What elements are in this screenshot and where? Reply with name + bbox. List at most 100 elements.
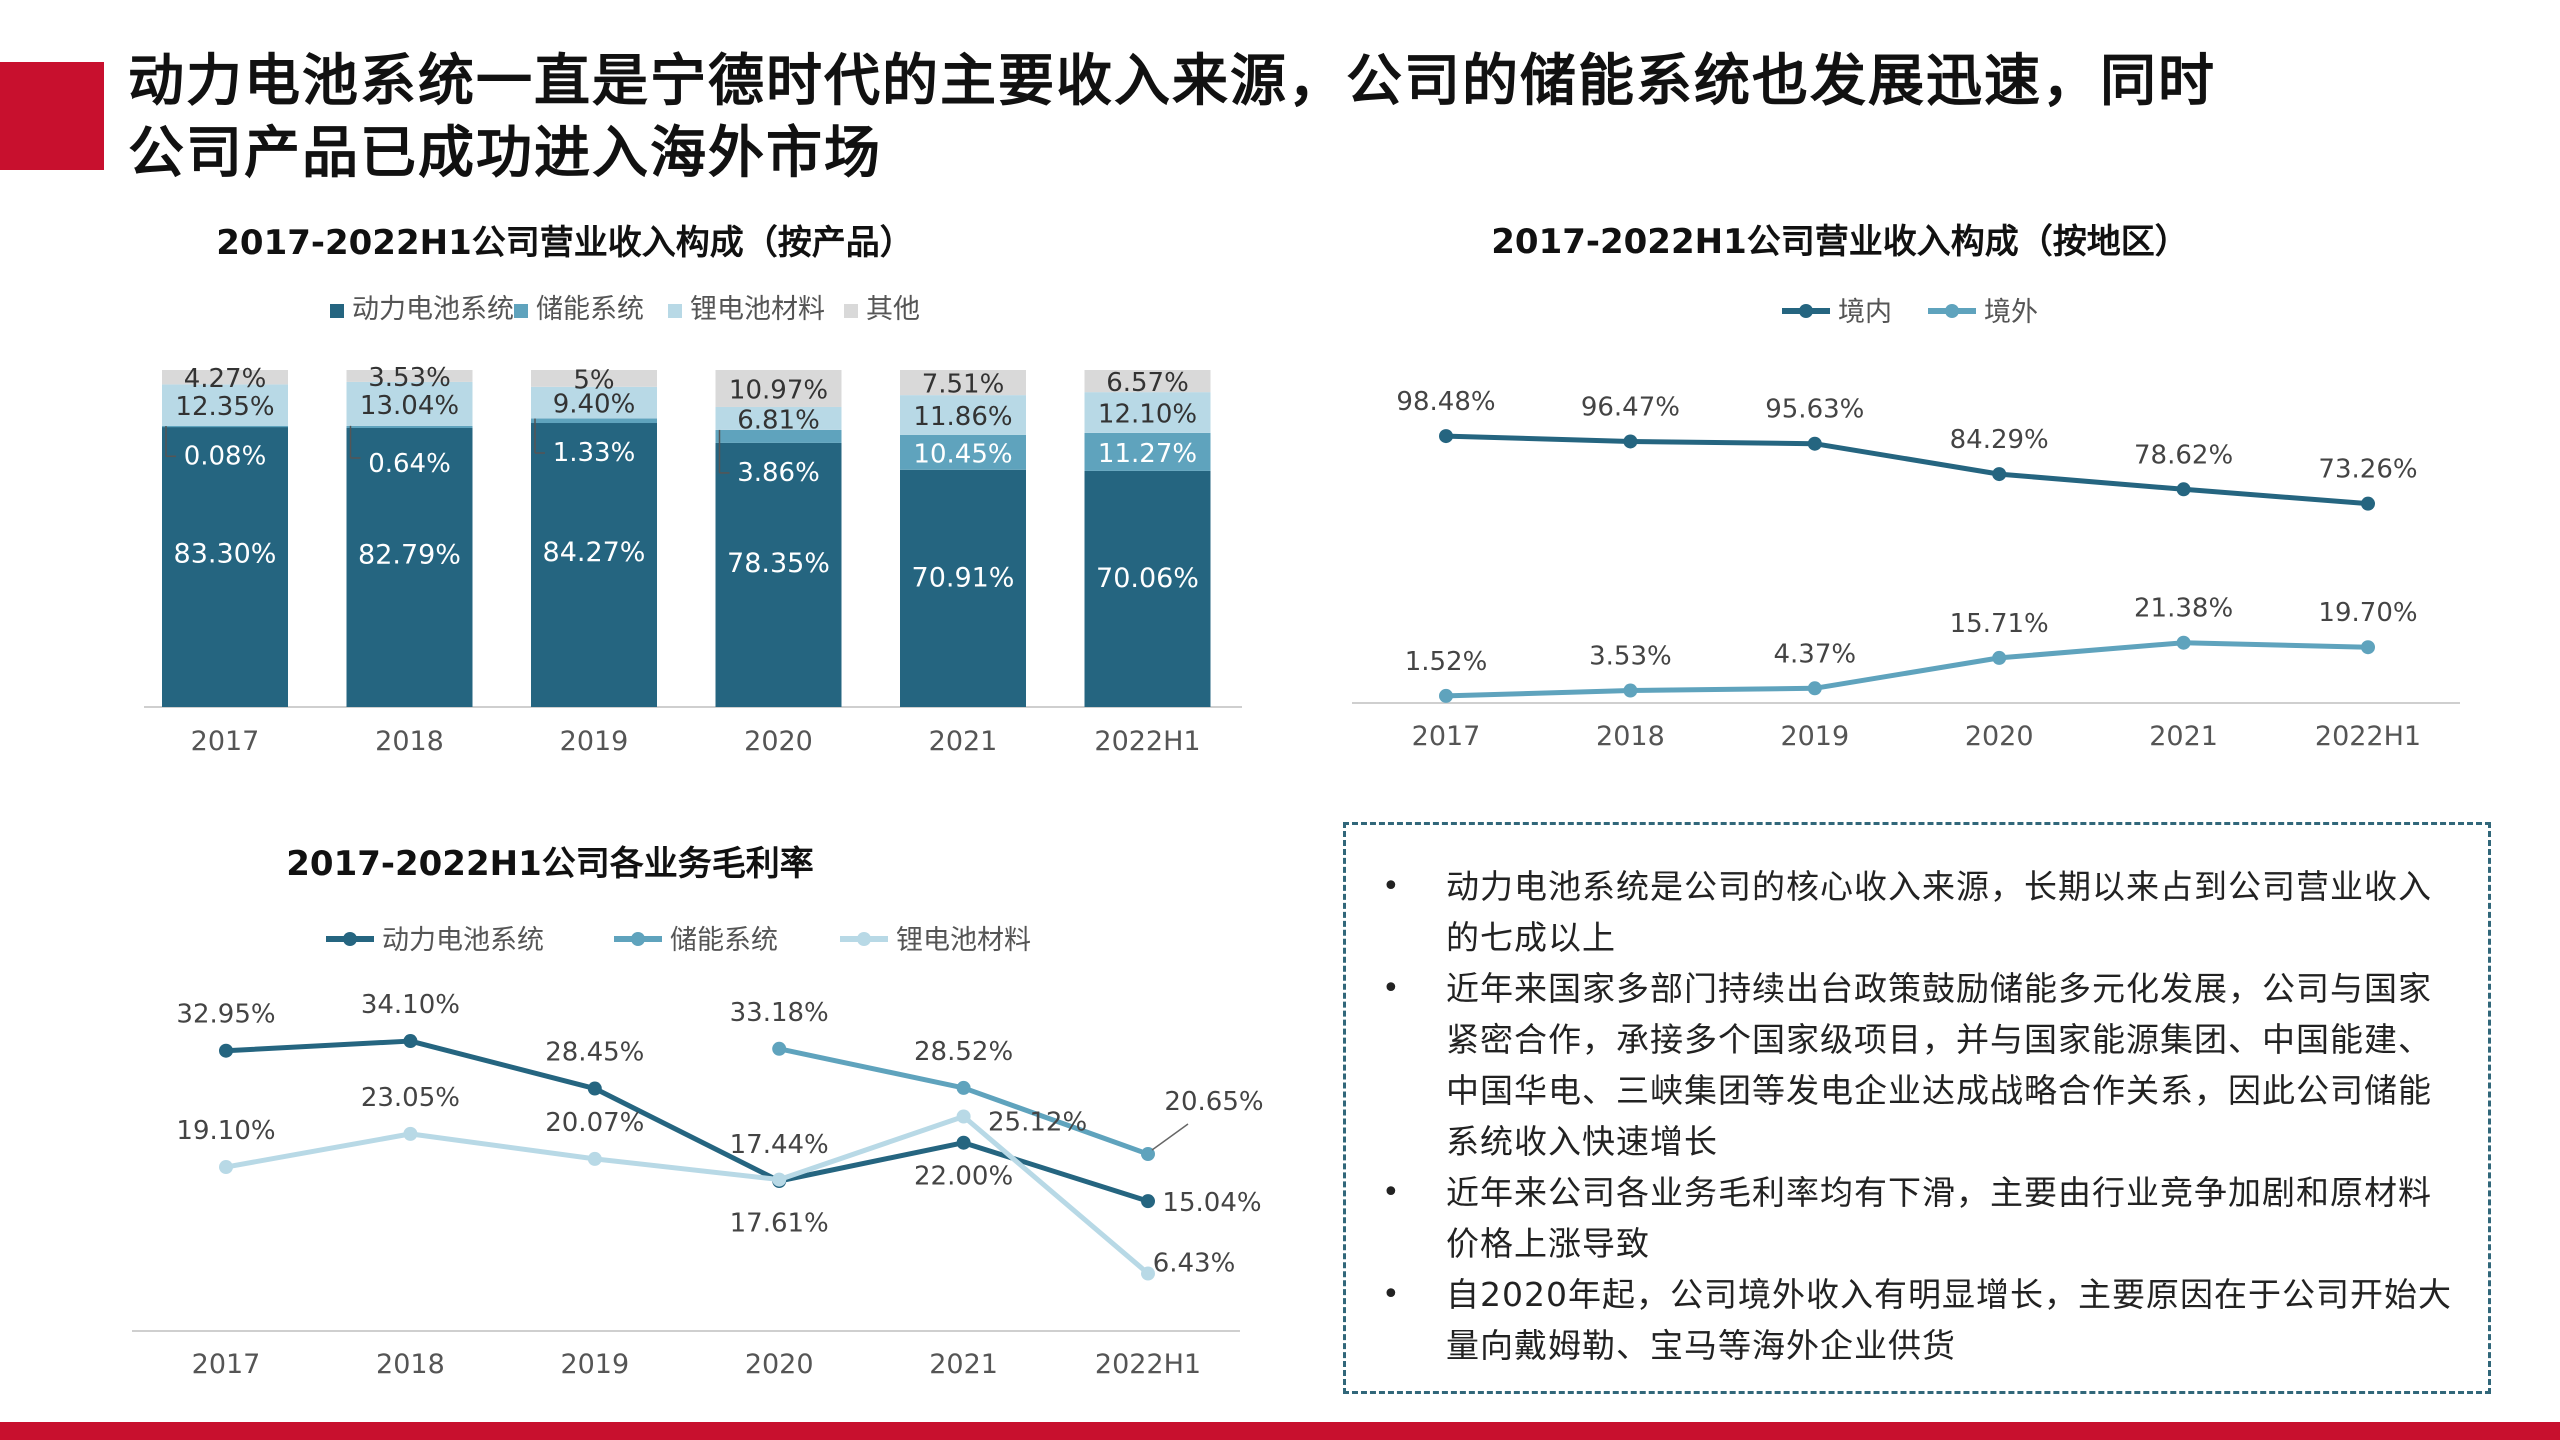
data-label: 83.30% bbox=[174, 539, 277, 570]
data-label: 5% bbox=[573, 365, 614, 395]
bar-segment bbox=[900, 395, 1026, 435]
bar-segment bbox=[1084, 370, 1211, 393]
title-accent-block bbox=[0, 62, 104, 170]
bar-segment bbox=[162, 426, 288, 428]
bullet-icon: • bbox=[1382, 971, 1401, 1006]
legend-marker bbox=[1799, 304, 1813, 318]
data-point bbox=[1141, 1147, 1155, 1162]
data-label: 11.27% bbox=[1098, 439, 1197, 469]
data-point bbox=[2176, 635, 2191, 650]
data-label: 17.44% bbox=[730, 1130, 829, 1160]
data-label: 12.10% bbox=[1098, 400, 1197, 430]
bar-segment bbox=[531, 423, 657, 707]
data-point bbox=[1439, 688, 1453, 703]
data-label: 15.04% bbox=[1162, 1188, 1261, 1218]
bullet-icon: • bbox=[1382, 1175, 1401, 1210]
bar-segment bbox=[715, 370, 842, 407]
note-text: 近年来国家多部门持续出台政策鼓励储能多元化发展，公司与国家紧密合作，承接多个国家… bbox=[1446, 969, 2432, 1161]
legend-label: 储能系统 bbox=[536, 294, 644, 325]
series-line bbox=[1445, 640, 2369, 699]
data-label: 96.47% bbox=[1581, 392, 1680, 422]
data-point bbox=[1439, 429, 1453, 444]
legend-swatch bbox=[514, 304, 528, 318]
data-label: 98.48% bbox=[1396, 387, 1495, 417]
data-point bbox=[956, 1109, 971, 1124]
legend-swatch bbox=[844, 304, 858, 318]
x-tick-label: 2017 bbox=[1412, 721, 1481, 752]
summary-notes-list: • 动力电池系统是公司的核心收入来源，长期以来占到公司营业收入的七成以上 • 近年来… bbox=[1364, 861, 2460, 1371]
note-item: • 近年来国家多部门持续出台政策鼓励储能多元化发展，公司与国家紧密合作，承接多个国… bbox=[1364, 963, 2460, 1167]
data-point bbox=[1807, 681, 1822, 696]
note-text: 自2020年起，公司境外收入有明显增长，主要原因在于公司开始大量向戴姆勒、宝马等… bbox=[1446, 1275, 2452, 1365]
chart-title: 2017-2022H1公司各业务毛利率 bbox=[286, 844, 813, 884]
data-label: 9.40% bbox=[553, 390, 636, 420]
data-label: 19.70% bbox=[2318, 598, 2417, 628]
note-text: 动力电池系统是公司的核心收入来源，长期以来占到公司营业收入的七成以上 bbox=[1446, 867, 2432, 957]
data-label: 73.26% bbox=[2318, 455, 2417, 485]
bar-segment bbox=[162, 384, 288, 427]
data-label: 6.43% bbox=[1153, 1248, 1236, 1278]
x-tick-label: 2019 bbox=[560, 726, 629, 757]
legend-marker bbox=[1945, 304, 1959, 318]
chart-title: 2017-2022H1公司营业收入构成（按地区） bbox=[1491, 222, 2188, 262]
data-label: 19.10% bbox=[176, 1116, 275, 1146]
data-label: 6.81% bbox=[737, 405, 820, 435]
data-label: 12.35% bbox=[175, 392, 274, 422]
data-label: 3.86% bbox=[737, 458, 820, 488]
data-point bbox=[219, 1043, 233, 1058]
x-tick-label: 2019 bbox=[1780, 721, 1849, 752]
data-label: 25.12% bbox=[988, 1107, 1087, 1137]
data-label: 3.53% bbox=[368, 363, 451, 393]
data-point bbox=[1623, 434, 1638, 449]
note-item: • 动力电池系统是公司的核心收入来源，长期以来占到公司营业收入的七成以上 bbox=[1364, 861, 2460, 963]
data-label: 3.53% bbox=[1589, 642, 1672, 672]
data-label: 32.95% bbox=[176, 1000, 275, 1030]
x-tick-label: 2021 bbox=[2149, 721, 2218, 752]
x-tick-label: 2020 bbox=[744, 726, 813, 757]
bar-segment bbox=[900, 434, 1026, 470]
data-point bbox=[772, 1172, 787, 1187]
legend-label: 动力电池系统 bbox=[382, 925, 544, 956]
summary-notes-box: • 动力电池系统是公司的核心收入来源，长期以来占到公司营业收入的七成以上 • 近年来… bbox=[1343, 822, 2491, 1394]
data-label: 1.33% bbox=[553, 438, 636, 468]
data-point bbox=[956, 1135, 971, 1150]
x-tick-label: 2020 bbox=[745, 1349, 814, 1380]
page-title-line-1: 动力电池系统一直是宁德时代的主要收入来源，公司的储能系统也发展迅速，同时 bbox=[128, 49, 2216, 114]
legend-label: 境外 bbox=[1984, 297, 2038, 328]
data-point bbox=[587, 1081, 602, 1096]
data-label: 1.52% bbox=[1405, 647, 1488, 677]
data-point bbox=[1992, 650, 2007, 665]
data-label: 0.08% bbox=[184, 441, 267, 471]
data-point bbox=[1141, 1266, 1155, 1281]
bar-segment bbox=[346, 425, 473, 428]
bar-segment bbox=[715, 442, 842, 707]
data-label: 17.61% bbox=[730, 1209, 829, 1239]
bar-segment bbox=[531, 386, 657, 419]
series-line bbox=[1445, 433, 2369, 507]
legend-label: 锂电池材料 bbox=[690, 294, 825, 325]
note-item: • 自2020年起，公司境外收入有明显增长，主要原因在于公司开始大量向戴姆勒、宝马… bbox=[1364, 1269, 2460, 1371]
data-point bbox=[772, 1041, 787, 1056]
data-label: 33.18% bbox=[730, 998, 829, 1028]
note-item: • 近年来公司各业务毛利率均有下滑，主要由行业竞争加剧和原材料价格上涨导致 bbox=[1364, 1167, 2460, 1269]
legend-label: 境内 bbox=[1838, 297, 1892, 328]
data-label: 6.57% bbox=[1106, 368, 1189, 398]
footer-accent-bar bbox=[0, 1422, 2560, 1440]
x-tick-label: 2021 bbox=[929, 726, 998, 757]
data-label: 28.45% bbox=[545, 1038, 644, 1068]
bar-segment bbox=[1084, 432, 1211, 471]
data-label: 10.45% bbox=[913, 439, 1012, 469]
data-label: 70.91% bbox=[912, 563, 1015, 594]
data-point bbox=[2361, 640, 2375, 655]
data-label: 20.65% bbox=[1164, 1087, 1263, 1117]
legend-label: 动力电池系统 bbox=[352, 294, 514, 325]
legend-swatch bbox=[330, 304, 344, 318]
data-point bbox=[587, 1151, 602, 1166]
product-revenue-chart: 2017-2022H1公司营业收入构成（按产品） 动力电池系统 储能系统 锂电池材料 其… bbox=[144, 223, 1242, 757]
data-label: 28.52% bbox=[914, 1037, 1013, 1067]
bar-segment bbox=[162, 370, 288, 385]
x-tick-label: 2018 bbox=[376, 1349, 445, 1380]
data-label: 95.63% bbox=[1765, 395, 1864, 425]
data-label: 4.27% bbox=[184, 364, 267, 394]
